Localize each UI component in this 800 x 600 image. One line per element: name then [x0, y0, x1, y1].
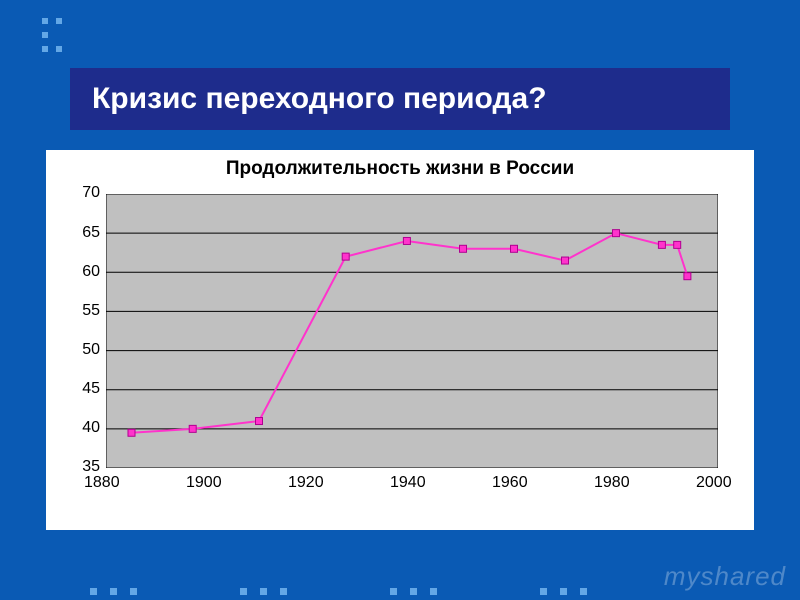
- x-axis-label: 1900: [186, 474, 222, 492]
- x-axis-label: 1960: [492, 474, 528, 492]
- y-axis-label: 45: [82, 380, 100, 398]
- x-axis-label: 1940: [390, 474, 426, 492]
- y-axis-label: 60: [82, 263, 100, 281]
- chart-title: Продолжительность жизни в России: [46, 158, 754, 180]
- x-axis-label: 1880: [84, 474, 120, 492]
- slide-root: Кризис переходного периода? Продолжитель…: [0, 0, 800, 600]
- watermark: myshared: [664, 561, 786, 592]
- x-axis-label: 2000: [696, 474, 732, 492]
- y-axis-label: 70: [82, 184, 100, 202]
- y-axis-label: 65: [82, 224, 100, 242]
- chart-plot: [106, 194, 718, 468]
- x-axis-label: 1980: [594, 474, 630, 492]
- y-axis-label: 50: [82, 341, 100, 359]
- slide-title: Кризис переходного периода?: [92, 82, 547, 116]
- chart-container: Продолжительность жизни в России 3540455…: [46, 150, 754, 530]
- y-axis-label: 55: [82, 302, 100, 320]
- x-axis-label: 1920: [288, 474, 324, 492]
- title-bar: Кризис переходного периода?: [70, 68, 730, 130]
- y-axis-label: 40: [82, 419, 100, 437]
